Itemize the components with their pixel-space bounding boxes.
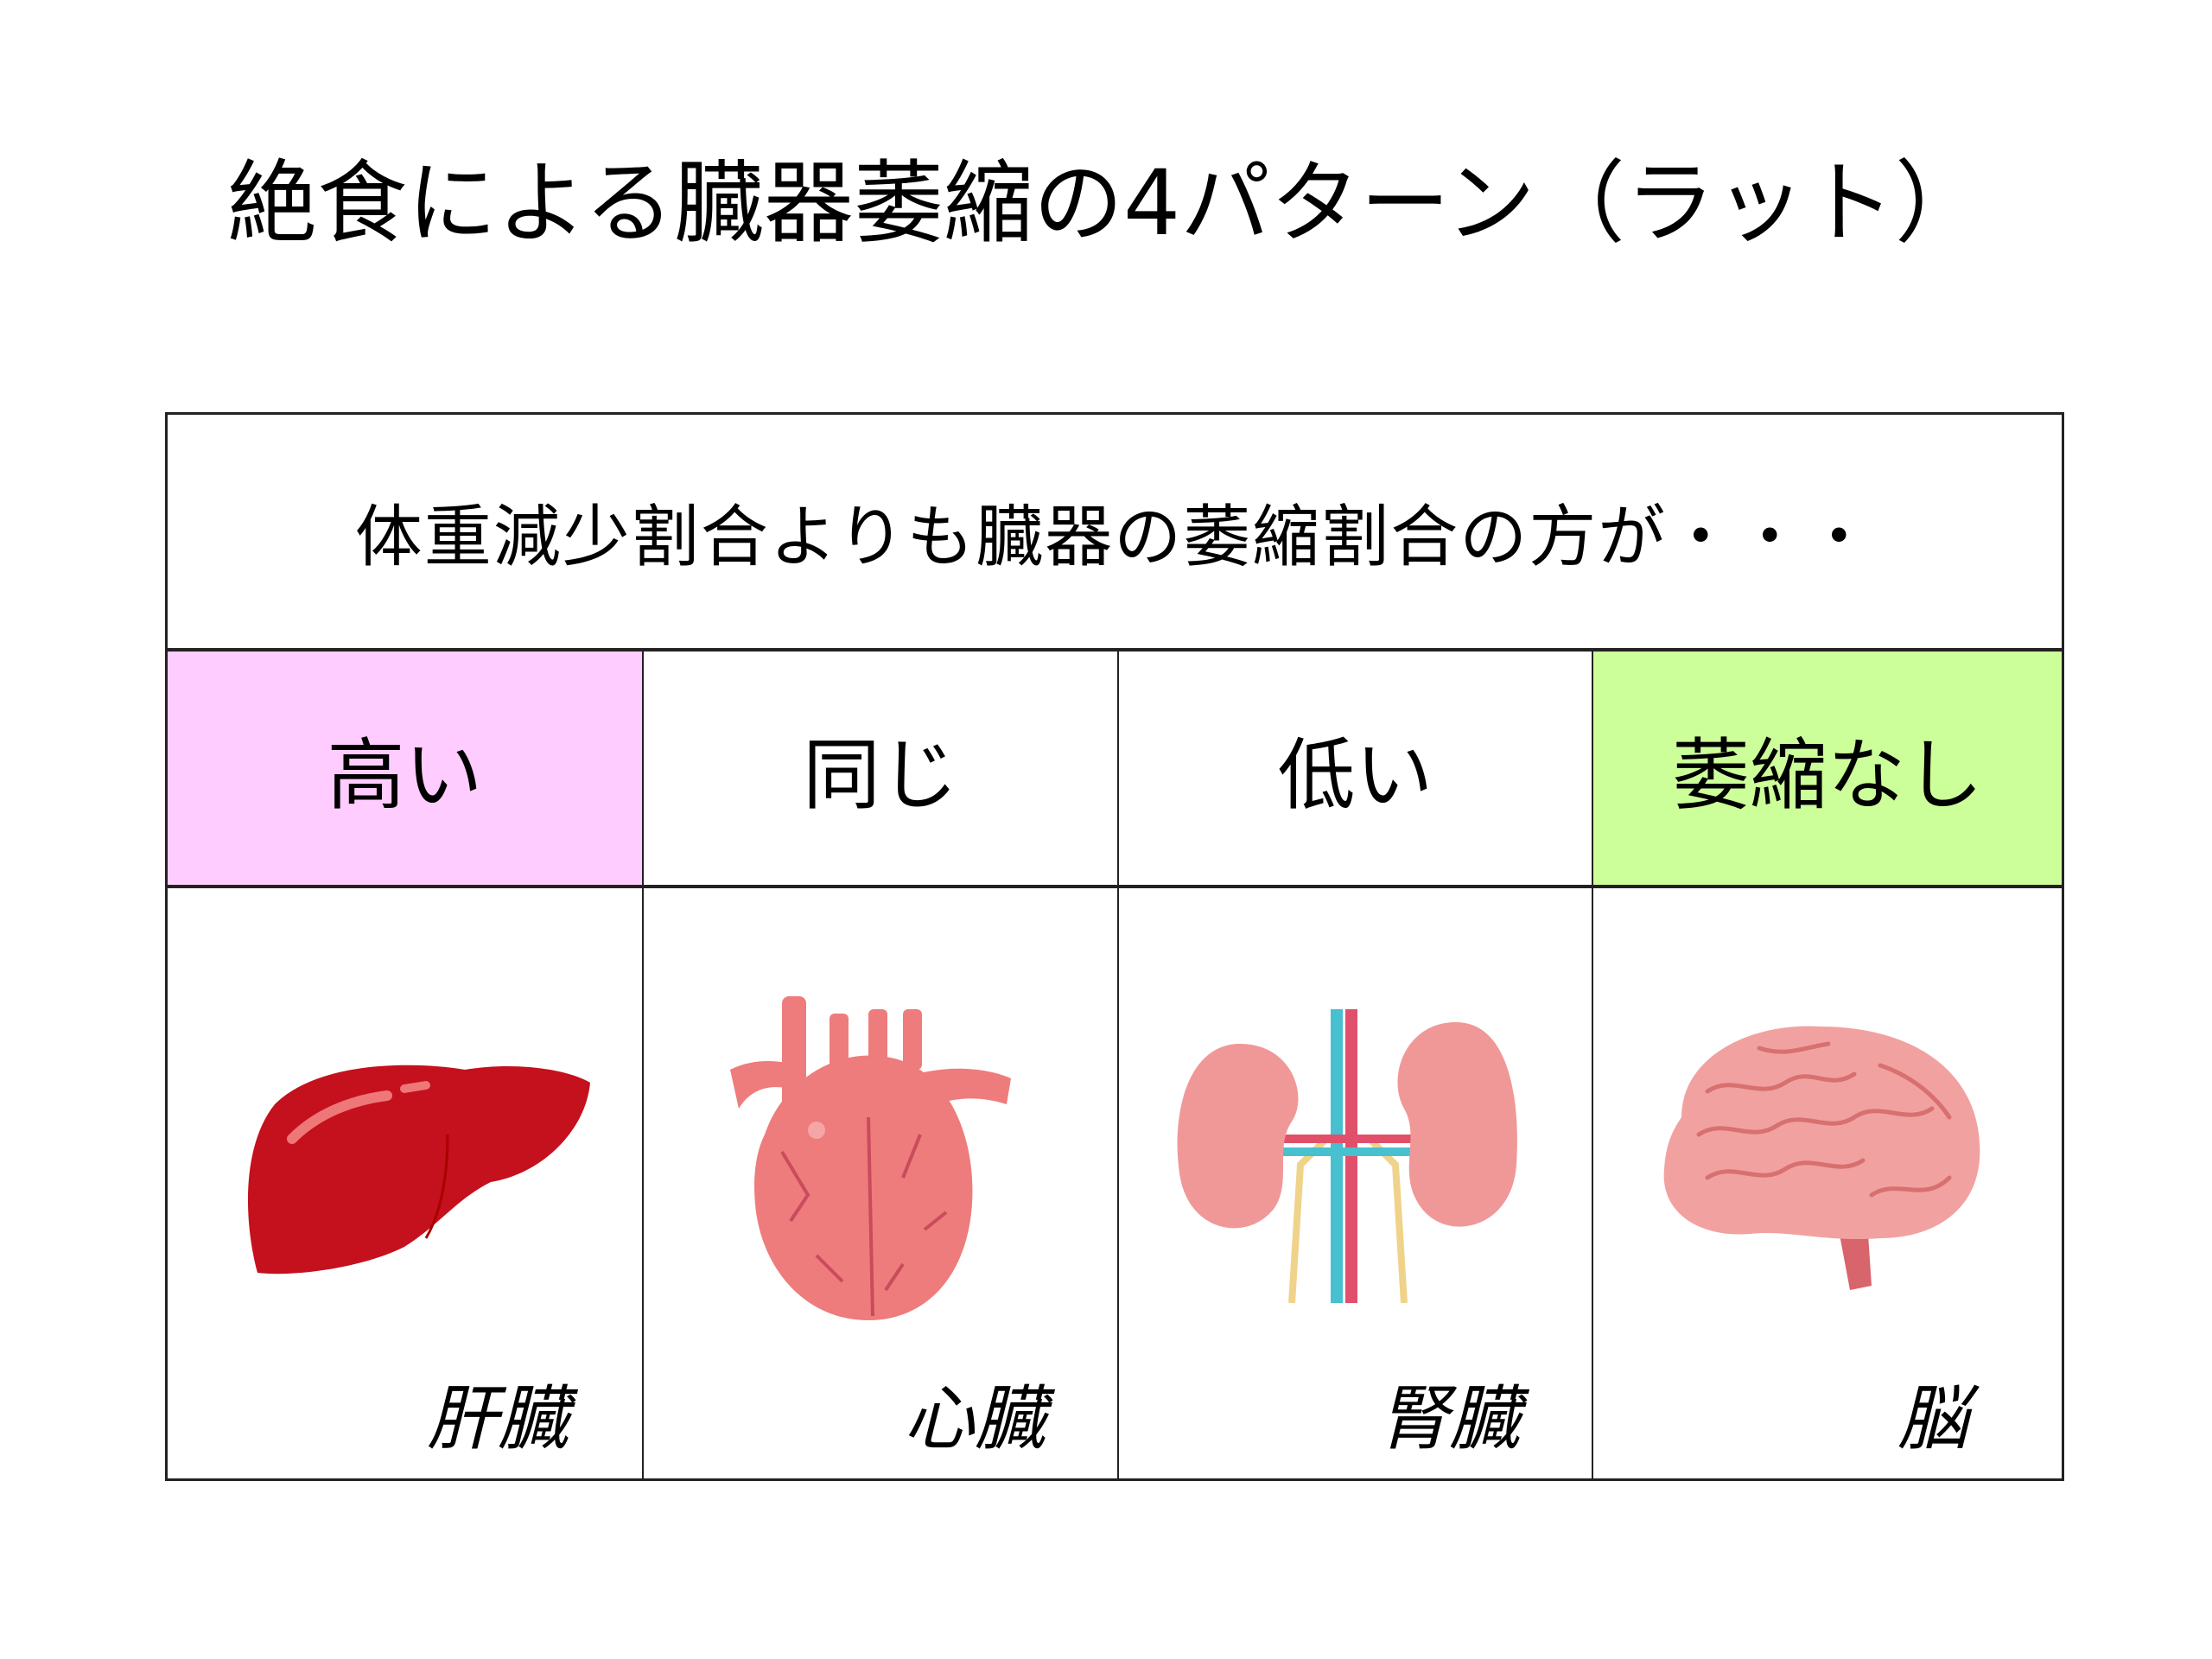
organ-label-liver: 肝臓	[427, 1378, 569, 1460]
organ-label-kidney: 腎臓	[1378, 1378, 1520, 1460]
kidney-icon	[1177, 1009, 1517, 1303]
brain-icon	[1663, 1026, 1980, 1290]
organ-cell-liver: 肝臓	[168, 888, 642, 1478]
category-none: 萎縮なし	[1592, 652, 2062, 888]
category-high: 高い	[168, 652, 642, 888]
page-title: 絶食による臓器萎縮の4パターン（ラット）	[227, 150, 1985, 256]
organ-label-heart: 心臓	[904, 1378, 1046, 1460]
organ-cell-kidney: 腎臓	[1117, 888, 1593, 1478]
atrophy-table: 体重減少割合よりも臓器の萎縮割合の方が・・・ 高い 同じ 低い 萎縮なし 肝臓	[165, 412, 2064, 1481]
heart-icon	[730, 996, 1011, 1320]
organ-label-brain: 脳	[1897, 1378, 1968, 1460]
category-same: 同じ	[642, 652, 1117, 888]
organ-cell-brain: 脳	[1592, 888, 2063, 1478]
category-low: 低い	[1117, 652, 1592, 888]
table-header: 体重減少割合よりも臓器の萎縮割合の方が・・・	[168, 415, 2062, 652]
organ-cell-heart: 心臓	[642, 888, 1119, 1478]
liver-icon	[247, 1065, 590, 1274]
